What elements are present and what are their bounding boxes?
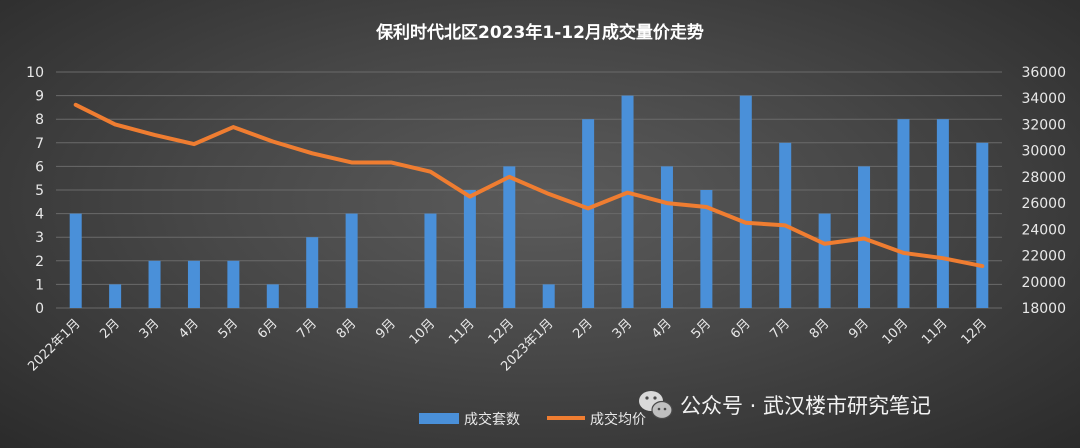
bar xyxy=(463,190,476,308)
legend-bar-label: 成交套数 xyxy=(464,411,520,428)
y-right-tick-label: 18000 xyxy=(1021,301,1066,317)
y-left-tick-label: 1 xyxy=(35,277,44,293)
x-tick-label: 5月 xyxy=(689,316,715,342)
y-right-tick-label: 22000 xyxy=(1021,249,1066,265)
y-right-tick-label: 26000 xyxy=(1021,196,1066,212)
y-left-tick-label: 7 xyxy=(35,136,44,152)
bar xyxy=(739,95,752,308)
x-tick-label: 8月 xyxy=(334,316,360,342)
y-left-tick-label: 3 xyxy=(35,230,44,246)
x-tick-label: 10月 xyxy=(407,316,438,347)
y-left-tick-label: 5 xyxy=(35,183,44,199)
x-tick-label: 6月 xyxy=(255,316,281,342)
y-left-tick-label: 9 xyxy=(35,89,44,105)
bar xyxy=(542,284,555,308)
x-tick-label: 3月 xyxy=(137,316,163,342)
bar xyxy=(227,260,240,308)
y-left-tick-label: 6 xyxy=(35,159,44,175)
x-tick-label: 10月 xyxy=(880,316,911,347)
y-right-tick-label: 20000 xyxy=(1021,275,1066,291)
legend-bar-swatch xyxy=(419,413,459,424)
x-tick-label: 4月 xyxy=(176,316,202,342)
y-left-tick-label: 8 xyxy=(35,112,44,128)
watermark-text: 公众号 · 武汉楼市研究笔记 xyxy=(680,394,931,418)
bar xyxy=(976,142,989,308)
bar xyxy=(424,213,437,308)
y-left-tick-label: 2 xyxy=(35,254,44,270)
bar xyxy=(187,260,200,308)
watermark: 公众号 · 武汉楼市研究笔记 xyxy=(639,391,931,420)
bar-series xyxy=(69,95,989,308)
y-right-tick-label: 28000 xyxy=(1021,170,1066,186)
x-tick-label: 12月 xyxy=(486,316,517,347)
bar xyxy=(700,190,713,308)
x-tick-label: 12月 xyxy=(959,316,990,347)
y-right-tick-label: 36000 xyxy=(1021,65,1066,81)
chart-title: 保利时代北区2023年1-12月成交量价走势 xyxy=(375,22,704,43)
x-tick-label: 2月 xyxy=(97,316,123,342)
y-right-tick-label: 34000 xyxy=(1021,91,1066,107)
x-tick-label: 2月 xyxy=(570,316,596,342)
wechat-icon xyxy=(639,391,673,420)
bar xyxy=(818,213,831,308)
x-tick-label: 9月 xyxy=(373,316,399,342)
y-axis-right: 18000 20000 22000 24000 26000 28000 30000 32000… xyxy=(1021,65,1066,317)
bar xyxy=(621,95,634,308)
y-right-tick-label: 24000 xyxy=(1021,222,1066,238)
x-tick-label: 8月 xyxy=(807,316,833,342)
gridlines xyxy=(56,71,1002,309)
x-tick-label: 11月 xyxy=(446,316,477,347)
bar xyxy=(69,213,82,308)
price-line xyxy=(73,102,985,269)
x-tick-label: 11月 xyxy=(919,316,950,347)
x-tick-label: 9月 xyxy=(846,316,872,342)
legend-line-label: 成交均价 xyxy=(590,411,646,428)
bar xyxy=(582,119,595,308)
x-tick-label: 4月 xyxy=(649,316,675,342)
x-tick-label: 3月 xyxy=(610,316,636,342)
x-tick-label: 6月 xyxy=(728,316,754,342)
bar xyxy=(266,284,279,308)
line-series xyxy=(73,102,985,269)
bar xyxy=(503,166,516,308)
bar xyxy=(345,213,358,308)
y-left-tick-label: 10 xyxy=(26,65,44,81)
bar xyxy=(897,119,910,308)
x-tick-label: 2022年1月 xyxy=(25,316,83,374)
legend: 成交套数 成交均价 xyxy=(419,411,646,428)
bar xyxy=(660,166,673,308)
bar xyxy=(936,119,949,308)
y-axis-left: 0 1 2 3 4 5 6 7 8 9 10 xyxy=(26,65,44,317)
bar xyxy=(109,284,122,308)
x-tick-label: 7月 xyxy=(294,316,320,342)
bar xyxy=(306,237,319,308)
y-left-tick-label: 0 xyxy=(35,301,44,317)
x-tick-label: 5月 xyxy=(216,316,242,342)
y-right-tick-label: 32000 xyxy=(1021,117,1066,133)
x-tick-label: 7月 xyxy=(767,316,793,342)
y-left-tick-label: 4 xyxy=(35,207,44,223)
bar xyxy=(148,260,161,308)
y-right-tick-label: 30000 xyxy=(1021,144,1066,160)
